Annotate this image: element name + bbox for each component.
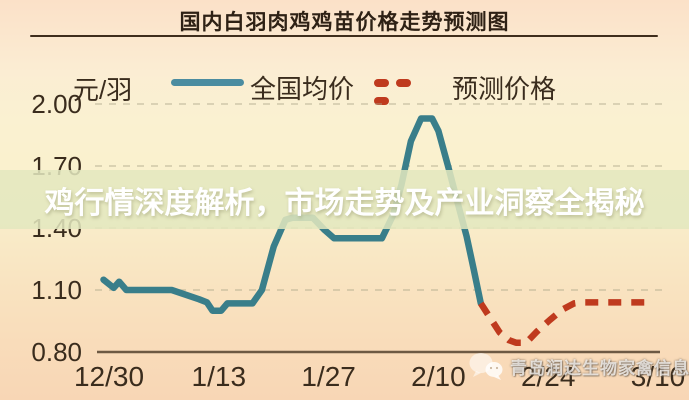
x-tick-label: 1/27 xyxy=(301,361,356,392)
x-tick-label: 1/13 xyxy=(192,361,247,392)
dash-segment xyxy=(396,79,411,87)
overlay-banner: 鸡行情深度解析，市场走势及产业洞察全揭秘 xyxy=(0,170,689,229)
legend-label-national-avg: 全国均价 xyxy=(250,74,355,104)
watermark-text: 青岛润达生物家禽信息 xyxy=(510,358,689,378)
y-tick-label: 0.80 xyxy=(31,337,82,367)
x-tick-label: 2/10 xyxy=(411,361,466,392)
x-tick-label: 3/10 xyxy=(631,361,686,392)
title-underline xyxy=(30,35,658,37)
x-tick-label: 2/24 xyxy=(521,361,576,392)
dash-segment xyxy=(374,97,389,105)
legend-swatch-national-avg xyxy=(171,79,244,86)
overlay-banner-text: 鸡行情深度解析，市场走势及产业洞察全揭秘 xyxy=(44,186,645,220)
y-tick-label: 1.10 xyxy=(31,275,82,305)
y-tick-label: 2.00 xyxy=(31,89,82,119)
wechat-icon xyxy=(469,353,503,380)
legend-label-forecast: 预测价格 xyxy=(452,74,557,104)
chart-title: 国内白羽肉鸡鸡苗价格走势预测图 xyxy=(179,11,510,34)
series-line-forecast xyxy=(478,299,650,346)
dash-segment xyxy=(374,79,389,87)
watermark: 青岛润达生物家禽信息 xyxy=(468,351,689,381)
x-tick-label: 12/30 xyxy=(74,361,144,392)
chart-legend: 元/羽 全国均价 预测价格 xyxy=(0,62,689,105)
y-axis-unit-label: 元/羽 xyxy=(73,75,133,105)
legend-swatch-forecast xyxy=(374,79,438,105)
